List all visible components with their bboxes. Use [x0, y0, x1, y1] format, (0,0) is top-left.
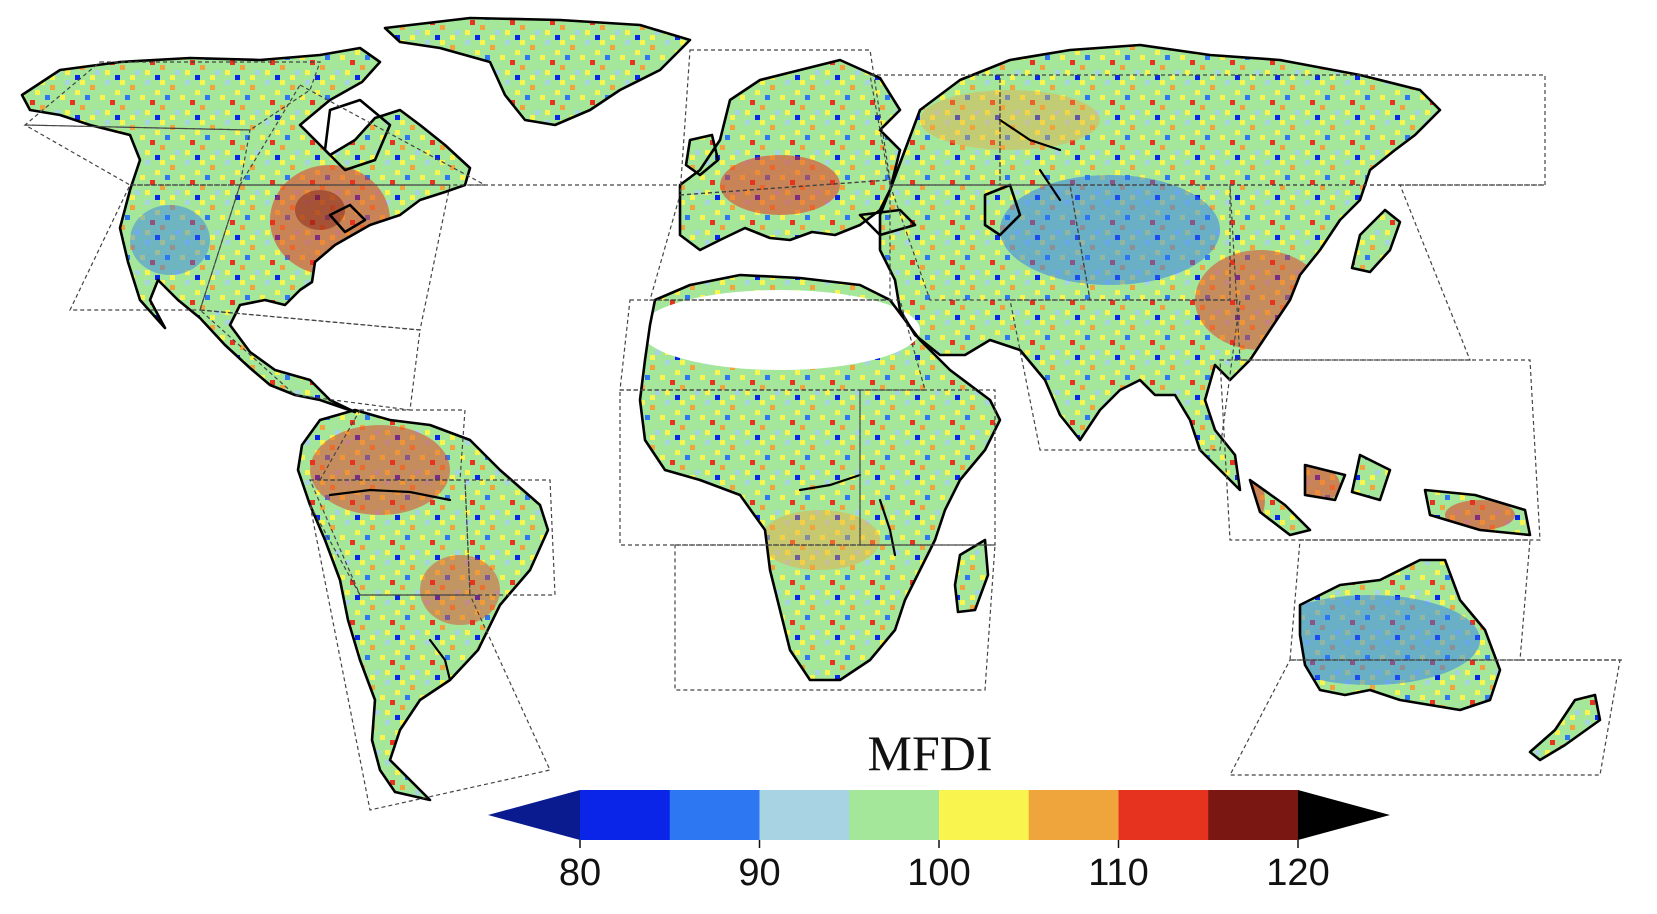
colorbar: MFDI 80 90 100 110 120 [488, 725, 1390, 894]
colorbar-tick-label: 80 [559, 852, 601, 894]
colorbar-title: MFDI [867, 725, 992, 781]
colorbar-bin [759, 790, 850, 840]
colorbar-bin [580, 790, 671, 840]
colorbar-bin [1118, 790, 1209, 840]
colorbar-tick-label: 120 [1266, 852, 1329, 894]
colorbar-bin [1208, 790, 1299, 840]
colorbar-bin [849, 790, 940, 840]
region-boxes [23, 49, 1621, 811]
colorbar-extend-high [1298, 790, 1390, 840]
colorbar-tick-label: 90 [738, 852, 780, 894]
colorbar-bin [939, 790, 1030, 840]
colorbar-tick-label: 100 [907, 852, 970, 894]
dashed-reference-lines [470, 184, 1625, 661]
colorbar-extend-low [488, 790, 580, 840]
coastlines [20, 16, 1602, 802]
colorbar-tick-label: 110 [1088, 852, 1149, 894]
colorbar-ticks: 80 90 100 110 120 [559, 840, 1330, 894]
rivers [328, 118, 1062, 682]
colorbar-bins [488, 790, 1390, 840]
colorbar-bin [1028, 790, 1119, 840]
colorbar-bin [669, 790, 760, 840]
